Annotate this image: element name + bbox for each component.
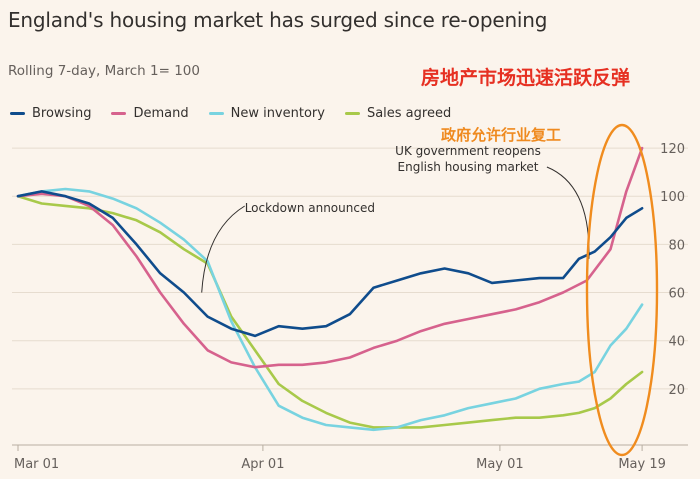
x-tick-label: May 19 — [618, 457, 666, 472]
chart-subtitle: Rolling 7-day, March 1= 100 — [8, 63, 200, 79]
series-line-sales-agreed — [16, 194, 644, 429]
legend-swatch-browsing — [10, 112, 25, 115]
annotation-line-reopen — [546, 166, 590, 259]
legend-swatch-demand — [111, 112, 127, 115]
series-line-browsing — [16, 190, 644, 338]
legend-item-new-inventory: New inventory — [208, 106, 325, 121]
annotation-line-lockdown — [201, 205, 245, 293]
y-tick-label: 100 — [660, 190, 685, 205]
overlay-chinese-title: 房地产市场迅速活跃反弹 — [421, 67, 631, 89]
chart-title: England's housing market has surged sinc… — [8, 8, 548, 32]
legend-swatch-new-inventory — [208, 112, 224, 115]
y-tick-label: 40 — [668, 335, 685, 350]
chart-legend: Browsing Demand New inventory Sales agre… — [10, 106, 471, 121]
y-tick-label: 120 — [660, 142, 685, 157]
legend-item-browsing: Browsing — [10, 106, 91, 121]
overlay-chinese-subtitle: 政府允许行业复工 — [441, 126, 562, 144]
highlight-ellipse — [585, 123, 659, 457]
legend-item-sales-agreed: Sales agreed — [344, 106, 452, 121]
legend-label-new-inventory: New inventory — [230, 106, 325, 121]
y-tick-label: 60 — [668, 287, 685, 302]
legend-item-demand: Demand — [111, 106, 189, 121]
annotation-reopen-line: English housing market — [398, 160, 539, 174]
legend-label-browsing: Browsing — [32, 106, 92, 121]
y-tick-label: 80 — [668, 238, 685, 253]
series-line-new-inventory — [16, 187, 644, 432]
annotation-reopen-line: UK government reopens — [395, 144, 541, 158]
annotation-lockdown: Lockdown announced — [245, 201, 375, 215]
legend-swatch-sales-agreed — [344, 112, 360, 115]
legend-label-sales-agreed: Sales agreed — [366, 106, 452, 121]
x-tick-label: May 01 — [476, 457, 524, 472]
series-line-demand — [16, 146, 644, 369]
gridlines — [12, 147, 688, 390]
x-tick-label: Apr 01 — [241, 457, 284, 472]
y-tick-label: 20 — [668, 383, 685, 398]
legend-label-demand: Demand — [133, 106, 189, 121]
x-tick-label: Mar 01 — [14, 457, 59, 472]
